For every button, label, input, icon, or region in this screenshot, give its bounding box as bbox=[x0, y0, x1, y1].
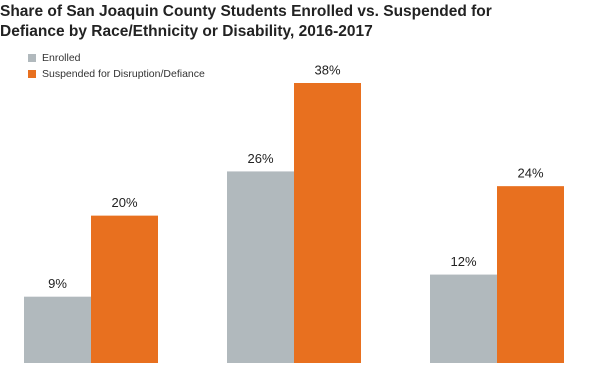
chart-title: Share of San Joaquin County Students Enr… bbox=[0, 3, 492, 40]
bar bbox=[430, 274, 497, 363]
value-label: 20% bbox=[111, 195, 137, 210]
title-box: Share of San Joaquin County Students Enr… bbox=[0, 3, 492, 40]
legend-swatch bbox=[28, 70, 36, 78]
legend-swatch bbox=[28, 54, 36, 62]
value-label: 24% bbox=[517, 166, 543, 181]
value-label: 26% bbox=[247, 151, 273, 166]
bar bbox=[497, 186, 564, 363]
value-label: 38% bbox=[314, 62, 340, 77]
bar bbox=[91, 215, 158, 363]
value-label: 12% bbox=[450, 254, 476, 269]
bar bbox=[227, 171, 294, 363]
bar bbox=[24, 296, 91, 363]
bar bbox=[294, 83, 361, 363]
legend-label: Suspended for Disruption/Defiance bbox=[42, 68, 205, 80]
legend-label: Enrolled bbox=[42, 52, 81, 64]
value-label: 9% bbox=[48, 276, 67, 291]
